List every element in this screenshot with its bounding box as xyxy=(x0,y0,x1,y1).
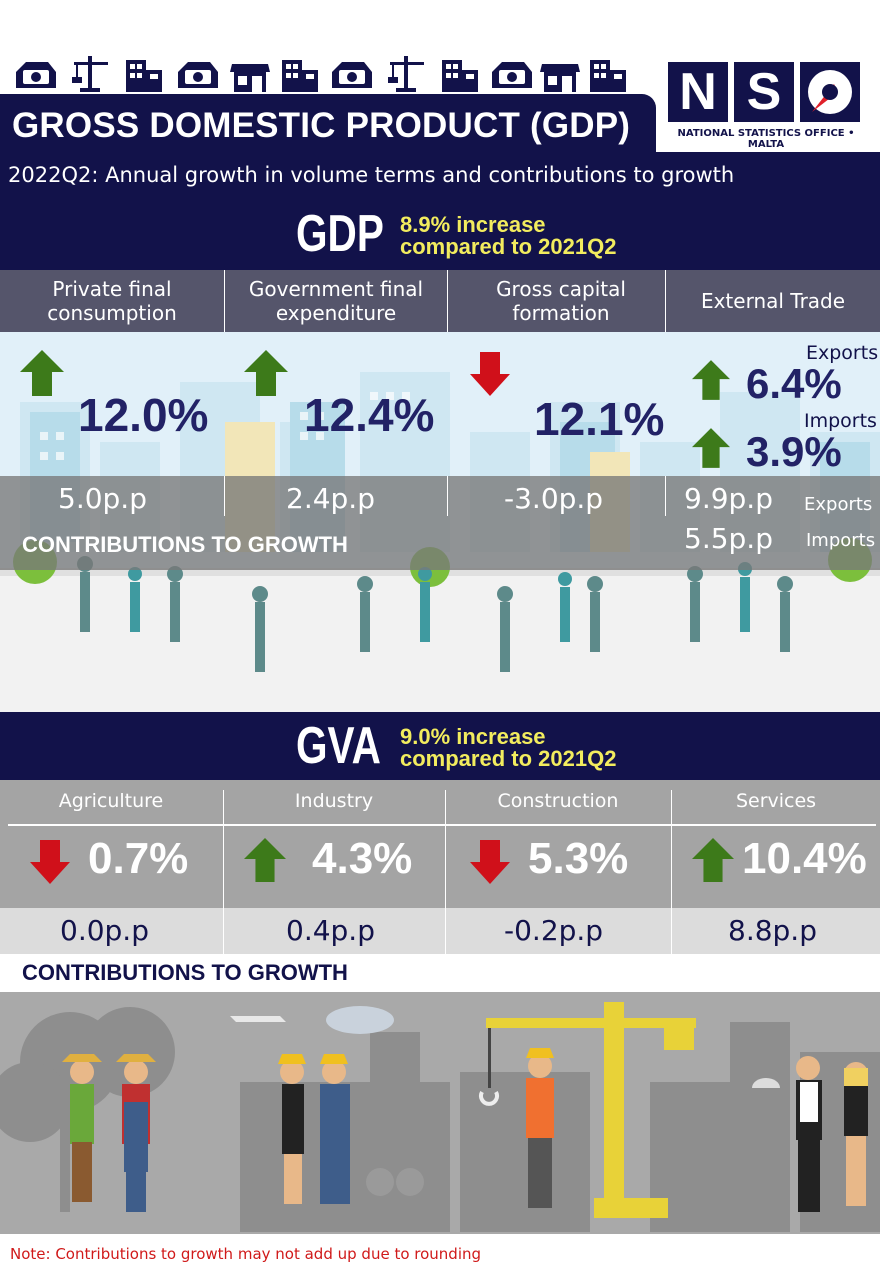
up-arrow-icon xyxy=(692,428,730,468)
down-arrow-icon xyxy=(30,840,70,884)
gva-acronym: GVA xyxy=(296,717,381,775)
header-line: Government final xyxy=(248,277,424,301)
gva-contributions-title: CONTRIBUTIONS TO GROWTH xyxy=(22,960,348,985)
shop-icon xyxy=(540,64,580,92)
header-line: Private final xyxy=(52,277,172,301)
money-icon xyxy=(16,62,56,88)
header-gross-capital-formation: Gross capital formation xyxy=(448,270,674,332)
construction-contribution: -0.2p.p xyxy=(504,914,604,947)
down-arrow-icon xyxy=(470,352,510,396)
up-arrow-icon xyxy=(20,350,64,396)
logo-caption: NATIONAL STATISTICS OFFICE • MALTA xyxy=(677,128,855,150)
divider xyxy=(445,790,446,908)
gdp-increase-line1: 8.9% increase xyxy=(400,212,546,237)
gdp-column-headers: Private final consumption Government fina… xyxy=(0,270,880,332)
header-private-consumption: Private final consumption xyxy=(0,270,224,332)
building-icon xyxy=(442,60,478,92)
exports-label: Exports xyxy=(806,342,879,364)
up-arrow-icon xyxy=(244,350,288,396)
money-icon xyxy=(492,62,532,88)
divider xyxy=(445,908,446,954)
gdp-band: GDP 8.9% increase compared to 2021Q2 xyxy=(0,200,880,270)
private-consumption-contribution: 5.0p.p xyxy=(58,482,147,515)
divider xyxy=(665,476,666,516)
gdp-acronym: GDP xyxy=(296,205,384,263)
gdp-contributions-band: 5.0p.p 2.4p.p -3.0p.p 9.9p.p Exports 5.5… xyxy=(0,476,880,570)
government-expenditure-growth: 12.4% xyxy=(304,389,435,441)
header-industry: Industry xyxy=(294,790,374,812)
workers-illustration xyxy=(0,992,880,1234)
crane-icon xyxy=(72,56,108,92)
services-contribution: 8.8p.p xyxy=(728,914,817,947)
divider xyxy=(8,824,876,826)
header-external-trade: External Trade xyxy=(700,289,846,313)
shop-icon xyxy=(230,64,270,92)
exports-growth: 6.4% xyxy=(746,360,842,407)
divider xyxy=(665,270,666,332)
page-title: GROSS DOMESTIC PRODUCT (GDP) xyxy=(12,106,631,145)
gva-sectors: Agriculture Industry Construction Servic… xyxy=(0,780,880,908)
footnote: Note: Contributions to growth may not ad… xyxy=(10,1245,482,1263)
divider xyxy=(447,270,448,332)
services-growth: 10.4% xyxy=(742,834,867,883)
header-line: consumption xyxy=(47,301,177,325)
header-icon-strip xyxy=(14,52,634,94)
divider xyxy=(223,790,224,908)
title-band: GROSS DOMESTIC PRODUCT (GDP) xyxy=(0,94,656,152)
divider xyxy=(223,908,224,954)
building-icon xyxy=(590,60,626,92)
private-consumption-growth: 12.0% xyxy=(78,389,209,441)
header-government-expenditure: Government final expenditure xyxy=(225,270,447,332)
building-icon xyxy=(282,60,318,92)
gdp-contributions-title: CONTRIBUTIONS TO GROWTH xyxy=(22,532,348,557)
header-line: Gross capital xyxy=(496,277,626,301)
crane-icon xyxy=(388,56,424,92)
header-services: Services xyxy=(735,790,817,812)
gva-band: GVA 9.0% increase compared to 2021Q2 xyxy=(0,712,880,780)
header-construction: Construction xyxy=(497,790,619,812)
divider xyxy=(224,270,225,332)
government-expenditure-contribution: 2.4p.p xyxy=(286,482,375,515)
gva-increase-line2: compared to 2021Q2 xyxy=(400,746,617,771)
header-agriculture: Agriculture xyxy=(58,790,164,812)
logo-compass-icon xyxy=(800,62,860,122)
exports-contribution-label: Exports xyxy=(804,494,873,515)
agriculture-contribution: 0.0p.p xyxy=(60,914,149,947)
agriculture-growth: 0.7% xyxy=(88,834,189,883)
divider xyxy=(671,790,672,908)
gva-contributions-row: 0.0p.p 0.4p.p -0.2p.p 8.8p.p xyxy=(0,908,880,954)
header-line: expenditure xyxy=(275,301,397,325)
down-arrow-icon xyxy=(470,840,510,884)
gva-increase-line1: 9.0% increase xyxy=(400,724,546,749)
industry-contribution: 0.4p.p xyxy=(286,914,375,947)
imports-growth: 3.9% xyxy=(746,428,842,475)
gross-capital-formation-contribution: -3.0p.p xyxy=(504,482,604,515)
gva-workers-scene xyxy=(0,992,880,1234)
exports-contribution: 9.9p.p xyxy=(684,482,773,515)
logo-letter-n: N xyxy=(668,62,728,122)
imports-contribution: 5.5p.p xyxy=(684,522,773,555)
industry-growth: 4.3% xyxy=(312,834,413,883)
gross-capital-formation-growth: 12.1% xyxy=(534,393,665,445)
imports-contribution-label: Imports xyxy=(806,530,876,551)
divider xyxy=(224,476,225,516)
up-arrow-icon xyxy=(692,838,734,882)
subtitle-band: 2022Q2: Annual growth in volume terms an… xyxy=(0,152,880,200)
logo-letter-s: S xyxy=(734,62,794,122)
construction-growth: 5.3% xyxy=(528,834,629,883)
gdp-increase-line2: compared to 2021Q2 xyxy=(400,234,617,259)
page-subtitle: 2022Q2: Annual growth in volume terms an… xyxy=(8,163,735,187)
money-icon xyxy=(332,62,372,88)
divider xyxy=(671,908,672,954)
up-arrow-icon xyxy=(244,838,286,882)
imports-label: Imports xyxy=(804,410,877,432)
header-line: formation xyxy=(512,301,610,325)
money-icon xyxy=(178,62,218,88)
nso-logo: N S NATIONAL STATISTICS OFFICE • MALTA xyxy=(668,62,864,150)
divider xyxy=(447,476,448,516)
building-icon xyxy=(126,60,162,92)
up-arrow-icon xyxy=(692,360,730,400)
